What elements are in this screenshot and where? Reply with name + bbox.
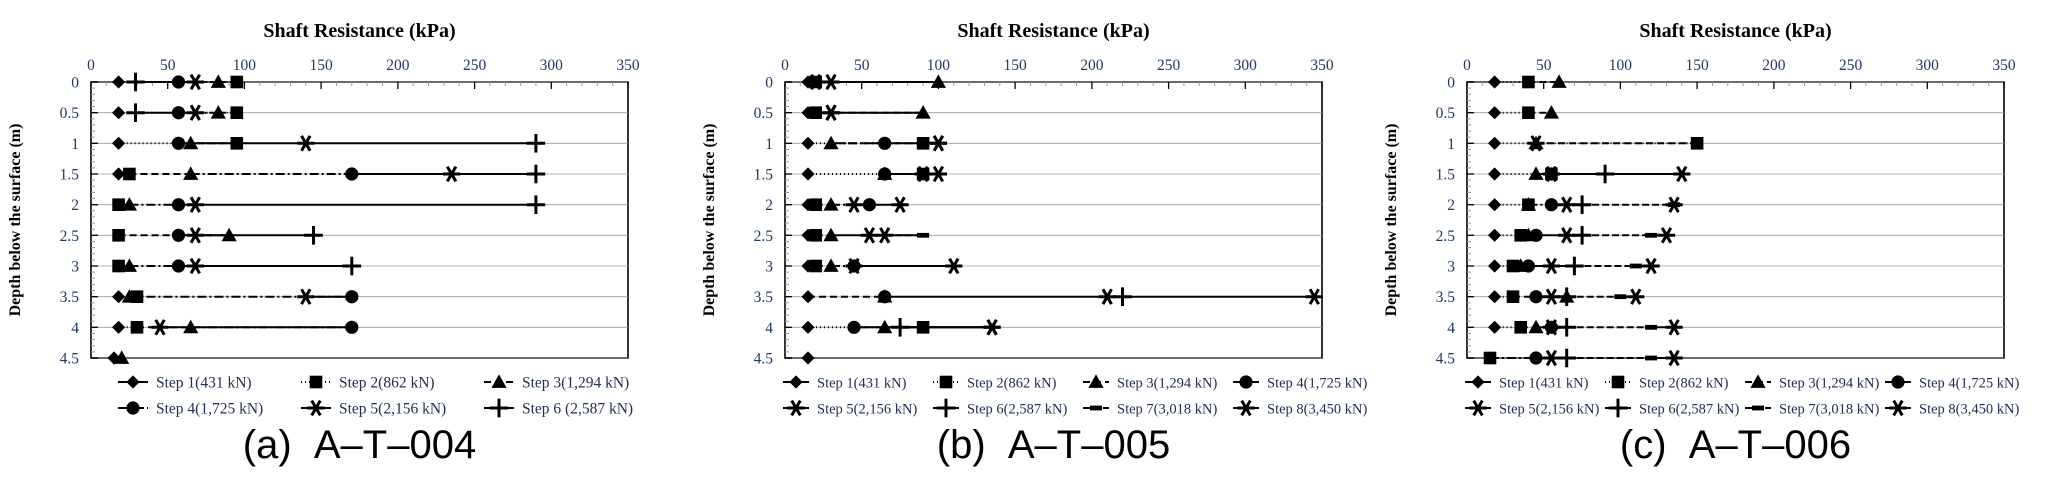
svg-text:Step 5(2,156 kN): Step 5(2,156 kN) bbox=[817, 402, 917, 418]
svg-text:3.5: 3.5 bbox=[60, 289, 80, 306]
svg-text:4: 4 bbox=[1447, 320, 1455, 337]
svg-text:Step 5(2,156 kN): Step 5(2,156 kN) bbox=[339, 401, 446, 418]
svg-text:300: 300 bbox=[1234, 57, 1258, 74]
svg-text:Step 3(1,294 kN): Step 3(1,294 kN) bbox=[1779, 376, 1879, 392]
svg-text:250: 250 bbox=[1839, 57, 1863, 74]
svg-text:2.5: 2.5 bbox=[754, 228, 774, 245]
svg-text:0.5: 0.5 bbox=[1436, 105, 1456, 122]
svg-text:Step 1(431 kN): Step 1(431 kN) bbox=[1499, 376, 1589, 392]
svg-text:Step 6 (2,587 kN): Step 6 (2,587 kN) bbox=[522, 401, 633, 418]
svg-text:0: 0 bbox=[781, 57, 789, 74]
svg-text:4.5: 4.5 bbox=[754, 351, 774, 368]
svg-text:1: 1 bbox=[71, 136, 79, 153]
svg-text:100: 100 bbox=[1609, 57, 1633, 74]
svg-text:Shaft Resistance (kPa): Shaft Resistance (kPa) bbox=[263, 20, 455, 42]
svg-text:Step 7(3,018 kN): Step 7(3,018 kN) bbox=[1117, 402, 1217, 418]
svg-text:Depth below the surface (m): Depth below the surface (m) bbox=[7, 124, 24, 317]
svg-text:(a) A–T–004: (a) A–T–004 bbox=[243, 423, 476, 467]
svg-text:4.5: 4.5 bbox=[1436, 351, 1456, 368]
svg-text:Step 8(3,450 kN): Step 8(3,450 kN) bbox=[1919, 402, 2019, 418]
svg-text:3: 3 bbox=[71, 259, 79, 276]
svg-text:0: 0 bbox=[1447, 75, 1455, 92]
svg-text:0: 0 bbox=[1463, 57, 1471, 74]
svg-text:200: 200 bbox=[1762, 57, 1786, 74]
svg-text:250: 250 bbox=[463, 57, 487, 74]
svg-text:0: 0 bbox=[71, 75, 79, 92]
svg-text:Step 1(431 kN): Step 1(431 kN) bbox=[817, 376, 907, 392]
svg-text:(c) A–T–006: (c) A–T–006 bbox=[1620, 423, 1851, 467]
svg-text:4.5: 4.5 bbox=[60, 351, 80, 368]
svg-text:0.5: 0.5 bbox=[754, 105, 774, 122]
svg-text:Shaft Resistance (kPa): Shaft Resistance (kPa) bbox=[1639, 20, 1831, 42]
svg-text:Depth below the surface (m): Depth below the surface (m) bbox=[1383, 124, 1400, 317]
svg-text:Step 6(2,587 kN): Step 6(2,587 kN) bbox=[967, 402, 1067, 418]
svg-text:Shaft Resistance (kPa): Shaft Resistance (kPa) bbox=[957, 20, 1149, 42]
svg-text:150: 150 bbox=[309, 57, 333, 74]
svg-text:Step 2(862 kN): Step 2(862 kN) bbox=[339, 375, 435, 392]
svg-text:300: 300 bbox=[1916, 57, 1940, 74]
svg-text:Step 1(431 kN): Step 1(431 kN) bbox=[156, 375, 252, 392]
svg-text:200: 200 bbox=[386, 57, 410, 74]
svg-text:Step 3(1,294 kN): Step 3(1,294 kN) bbox=[1117, 376, 1217, 392]
svg-text:1: 1 bbox=[1447, 136, 1455, 153]
svg-text:200: 200 bbox=[1080, 57, 1104, 74]
svg-text:1.5: 1.5 bbox=[60, 167, 80, 184]
svg-text:3: 3 bbox=[1447, 259, 1455, 276]
svg-text:1.5: 1.5 bbox=[754, 167, 774, 184]
svg-text:50: 50 bbox=[1536, 57, 1552, 74]
svg-text:Depth below the surface (m): Depth below the surface (m) bbox=[701, 124, 718, 317]
svg-text:2: 2 bbox=[71, 197, 79, 214]
svg-text:4: 4 bbox=[765, 320, 773, 337]
svg-text:100: 100 bbox=[233, 57, 257, 74]
svg-text:Step 3(1,294 kN): Step 3(1,294 kN) bbox=[522, 375, 629, 392]
svg-text:0: 0 bbox=[87, 57, 95, 74]
svg-text:100: 100 bbox=[927, 57, 951, 74]
svg-text:350: 350 bbox=[616, 57, 640, 74]
svg-text:150: 150 bbox=[1685, 57, 1709, 74]
svg-text:150: 150 bbox=[1003, 57, 1027, 74]
svg-text:250: 250 bbox=[1157, 57, 1181, 74]
svg-text:2.5: 2.5 bbox=[1436, 228, 1456, 245]
svg-text:3.5: 3.5 bbox=[754, 289, 774, 306]
svg-text:300: 300 bbox=[540, 57, 564, 74]
svg-text:Step 2(862 kN): Step 2(862 kN) bbox=[967, 376, 1057, 392]
svg-text:50: 50 bbox=[160, 57, 176, 74]
svg-text:Step 2(862 kN): Step 2(862 kN) bbox=[1639, 376, 1729, 392]
svg-text:Step 6(2,587 kN): Step 6(2,587 kN) bbox=[1639, 402, 1739, 418]
svg-text:2: 2 bbox=[765, 197, 773, 214]
svg-text:350: 350 bbox=[1992, 57, 2016, 74]
svg-text:1.5: 1.5 bbox=[1436, 167, 1456, 184]
svg-text:Step 4(1,725 kN): Step 4(1,725 kN) bbox=[1919, 376, 2019, 392]
svg-text:Step 5(2,156 kN): Step 5(2,156 kN) bbox=[1499, 402, 1599, 418]
svg-text:50: 50 bbox=[854, 57, 870, 74]
svg-text:0: 0 bbox=[765, 75, 773, 92]
svg-text:(b) A–T–005: (b) A–T–005 bbox=[937, 423, 1170, 467]
svg-text:2: 2 bbox=[1447, 197, 1455, 214]
svg-text:Step 8(3,450 kN): Step 8(3,450 kN) bbox=[1267, 402, 1367, 418]
svg-text:Step 4(1,725 kN): Step 4(1,725 kN) bbox=[1267, 376, 1367, 392]
svg-text:3.5: 3.5 bbox=[1436, 289, 1456, 306]
svg-text:Step 4(1,725 kN): Step 4(1,725 kN) bbox=[156, 401, 263, 418]
svg-text:1: 1 bbox=[765, 136, 773, 153]
svg-text:4: 4 bbox=[71, 320, 79, 337]
svg-text:3: 3 bbox=[765, 259, 773, 276]
svg-text:2.5: 2.5 bbox=[60, 228, 80, 245]
svg-text:350: 350 bbox=[1310, 57, 1334, 74]
svg-text:0.5: 0.5 bbox=[60, 105, 80, 122]
svg-text:Step 7(3,018 kN): Step 7(3,018 kN) bbox=[1779, 402, 1879, 418]
